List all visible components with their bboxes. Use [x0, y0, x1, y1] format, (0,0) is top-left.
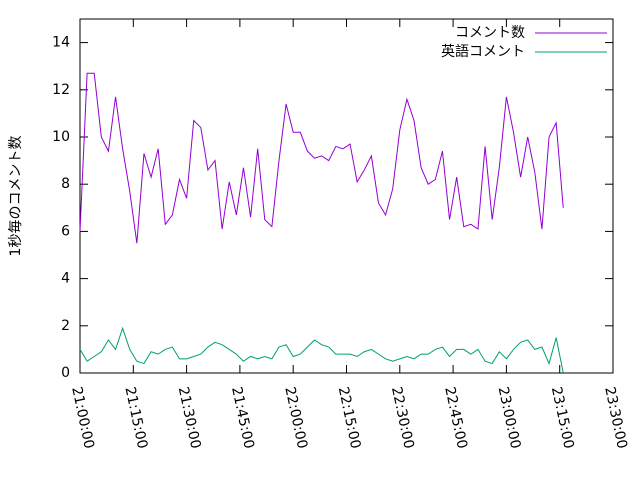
y-axis-label: 1秒毎のコメント数: [8, 136, 24, 257]
y-tick-label: 2: [61, 318, 70, 334]
y-tick-label: 10: [52, 129, 70, 145]
x-tick-label: 23:15:00: [548, 385, 577, 450]
y-tick-label: 8: [61, 176, 70, 192]
x-tick-label: 21:30:00: [175, 385, 204, 450]
series-line: [79, 72, 564, 244]
x-tick-label: 22:45:00: [441, 385, 470, 450]
legend-label: コメント数: [455, 25, 525, 41]
y-tick-label: 4: [61, 271, 70, 287]
y-tick-label: 6: [61, 223, 70, 239]
y-tick-label: 14: [52, 35, 70, 51]
x-tick-label: 22:15:00: [335, 385, 364, 450]
series-line: [79, 326, 564, 374]
x-tick-label: 21:15:00: [121, 385, 150, 450]
y-tick-label: 12: [52, 82, 70, 98]
y-tick-label: 0: [61, 365, 70, 381]
x-tick-label: 23:30:00: [601, 385, 630, 450]
x-tick-label: 21:00:00: [68, 385, 97, 450]
legend-label: 英語コメント: [441, 43, 525, 60]
x-tick-label: 22:00:00: [281, 385, 310, 450]
x-tick-label: 22:30:00: [388, 385, 417, 450]
plot-frame: [79, 18, 614, 374]
x-tick-label: 21:45:00: [228, 385, 257, 450]
x-tick-label: 23:00:00: [495, 385, 524, 450]
